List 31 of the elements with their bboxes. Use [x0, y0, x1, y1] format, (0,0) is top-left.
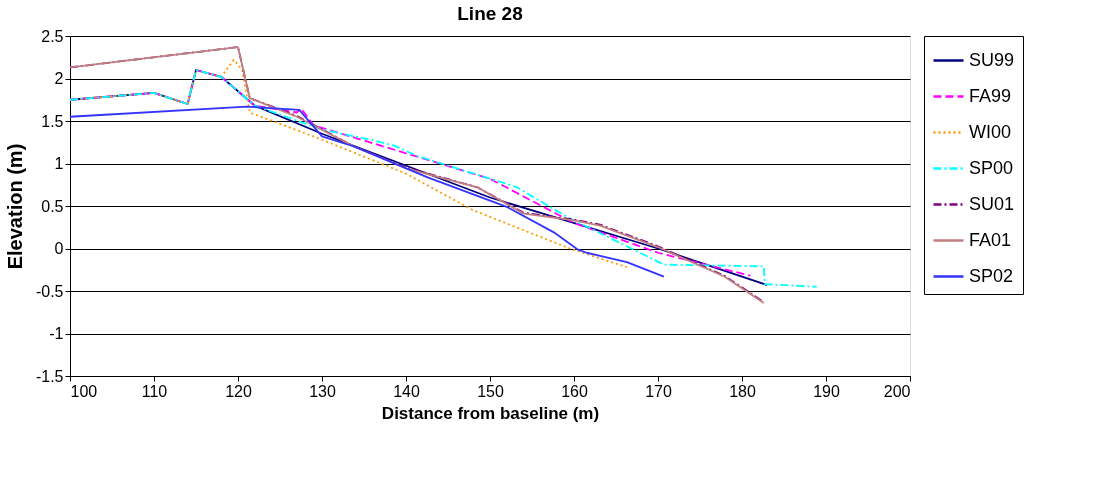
y-tick-label: 0 — [54, 240, 64, 257]
y-tick-label: 2 — [54, 70, 64, 87]
y-axis-title: Elevation (m) — [3, 143, 26, 270]
line-series — [69, 105, 665, 278]
legend-label: SP02 — [969, 265, 1014, 286]
x-tick-label: 140 — [393, 382, 420, 400]
legend-label: SP00 — [969, 157, 1014, 178]
x-axis-title: Distance from baseline (m) — [381, 403, 600, 423]
legend-label: WI00 — [969, 121, 1012, 142]
x-tick-label: 110 — [141, 382, 168, 400]
y-tick-label: 2.5 — [41, 27, 64, 45]
legend-label: FA01 — [969, 229, 1012, 250]
legend-label: SU01 — [969, 193, 1015, 214]
x-tick-label: 160 — [561, 382, 588, 400]
x-tick-label: 120 — [225, 382, 252, 400]
y-tick-label: 1.5 — [41, 112, 64, 130]
x-tick-label: 170 — [645, 382, 672, 400]
y-tick-label: -1.5 — [35, 367, 64, 385]
x-tick-label: 100 — [70, 382, 98, 400]
y-tick-label: 1 — [54, 155, 64, 172]
x-tick-label: 180 — [729, 382, 756, 400]
x-tick-label: 200 — [883, 382, 911, 400]
legend-label: SU99 — [969, 49, 1015, 70]
y-tick-label: -1 — [49, 325, 64, 342]
legend-label: FA99 — [969, 85, 1012, 106]
x-tick-label: 190 — [813, 382, 840, 400]
y-tick-label: 0.5 — [41, 197, 64, 215]
chart-title: Line 28 — [457, 3, 523, 24]
x-tick-label: 150 — [477, 382, 504, 400]
x-tick-label: 130 — [309, 382, 336, 400]
y-tick-label: -0.5 — [35, 282, 64, 300]
